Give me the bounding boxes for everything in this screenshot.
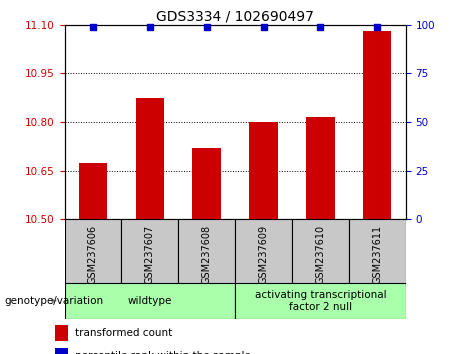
Bar [235,219,292,283]
Bar [349,219,406,283]
Text: activating transcriptional
factor 2 null: activating transcriptional factor 2 null [254,290,386,312]
Bar [55,325,68,341]
Point [373,24,381,29]
Bar [65,219,121,283]
Point [317,24,324,29]
Bar [306,117,335,219]
Title: GDS3334 / 102690497: GDS3334 / 102690497 [156,10,314,24]
Text: GSM237607: GSM237607 [145,224,155,284]
Text: transformed count: transformed count [75,328,172,338]
Text: GSM237606: GSM237606 [88,224,98,284]
Bar [292,219,349,283]
Text: GSM237609: GSM237609 [259,224,269,284]
Point [203,24,210,29]
Bar [79,163,107,219]
Text: wildtype: wildtype [128,296,172,306]
Text: GSM237610: GSM237610 [315,224,325,284]
Bar [363,31,391,219]
Point [260,24,267,29]
Bar [178,219,235,283]
Bar [235,283,406,319]
Bar [121,219,178,283]
Bar [249,122,278,219]
Text: GSM237608: GSM237608 [201,224,212,284]
Bar [55,348,68,354]
Text: percentile rank within the sample: percentile rank within the sample [75,351,251,354]
Text: GSM237611: GSM237611 [372,224,382,284]
Text: genotype/variation: genotype/variation [5,296,104,306]
Bar [193,148,221,219]
Point [146,24,154,29]
Bar [65,283,235,319]
Point [89,24,97,29]
Bar [136,98,164,219]
